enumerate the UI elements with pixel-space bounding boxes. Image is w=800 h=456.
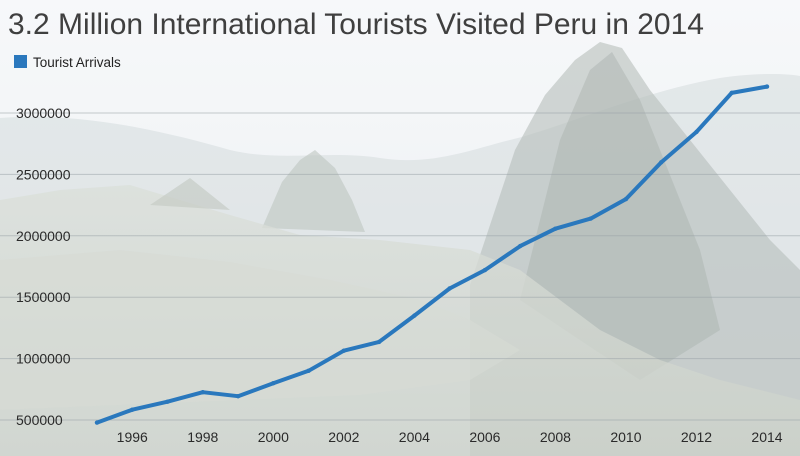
data-point: [729, 90, 734, 96]
data-point: [165, 399, 170, 404]
gridlines: [0, 112, 800, 421]
y-tick-label: 1500000: [16, 289, 71, 305]
data-point: [130, 407, 135, 412]
x-tick-label: 2000: [258, 429, 289, 445]
x-tick-label: 2014: [751, 429, 782, 445]
legend-swatch: [14, 55, 27, 68]
data-point: [659, 160, 664, 165]
data-point: [482, 267, 488, 273]
series-line-tourist-arrivals: [95, 84, 769, 425]
y-tick-label: 2000000: [16, 228, 71, 244]
data-point: [588, 216, 593, 221]
legend: Tourist Arrivals: [14, 55, 121, 70]
x-tick-label: 2006: [469, 429, 500, 445]
y-tick-label: 3000000: [16, 105, 71, 121]
x-tick-label: 2004: [399, 429, 430, 445]
data-point: [306, 368, 311, 373]
data-point: [94, 420, 100, 425]
x-tick-label: 2002: [328, 429, 359, 445]
data-point: [235, 393, 241, 399]
data-point: [376, 339, 382, 345]
y-tick-label: 1000000: [16, 351, 71, 367]
data-point: [694, 129, 699, 135]
data-point: [623, 196, 629, 202]
legend-label: Tourist Arrivals: [33, 55, 121, 70]
x-tick-label: 2012: [681, 429, 712, 445]
data-point: [271, 380, 276, 386]
x-tick-label: 1998: [187, 429, 218, 445]
x-tick-label: 2010: [610, 429, 641, 445]
chart-title: 3.2 Million International Tourists Visit…: [8, 8, 704, 41]
y-tick-label: 2500000: [16, 166, 71, 182]
series-group: [94, 84, 770, 425]
x-tick-label: 1996: [117, 429, 148, 445]
x-tick-label: 2008: [540, 429, 571, 445]
data-point: [200, 390, 205, 395]
data-point: [412, 313, 417, 318]
y-axis-ticks: 500000 1000000 1500000 2000000 2500000 300000…: [16, 105, 71, 428]
data-point: [764, 84, 770, 89]
data-point: [447, 286, 452, 291]
data-point: [517, 243, 523, 249]
data-point: [341, 348, 347, 353]
y-tick-label: 500000: [16, 412, 63, 428]
data-point: [553, 226, 558, 231]
x-axis-ticks: 1996 1998 2000 2002 2004 2006 2008 2010 2012 2014: [117, 429, 783, 445]
